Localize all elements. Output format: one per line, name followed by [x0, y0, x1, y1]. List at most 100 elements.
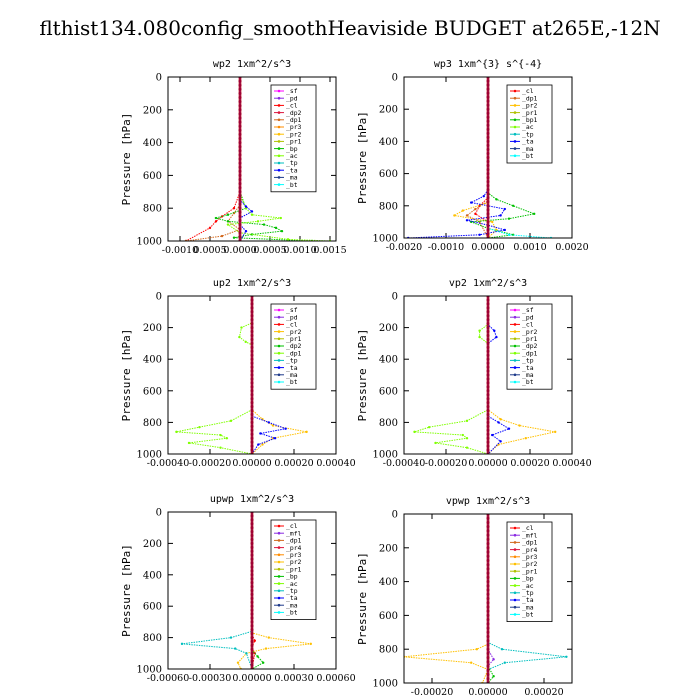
zero-profile-marker: [486, 322, 490, 326]
zero-profile-marker: [238, 219, 242, 222]
zero-profile-marker: [238, 182, 242, 186]
legend-marker: [513, 132, 517, 136]
series-line: [466, 77, 489, 238]
zero-profile-marker: [486, 156, 490, 159]
x-tick-label: -0.00040: [147, 458, 190, 469]
x-tick-label: 0.0005: [253, 245, 286, 256]
zero-profile-marker: [486, 613, 490, 617]
legend-label: _dp1: [286, 349, 302, 357]
legend-label: _mfl: [522, 531, 538, 539]
zero-profile-marker: [486, 567, 490, 571]
zero-profile-marker: [486, 550, 490, 554]
zero-profile-marker: [486, 554, 490, 558]
chart-title: wp2 1xm^2/s^3: [213, 59, 291, 70]
zero-profile-marker: [486, 83, 490, 87]
x-tick-label: -0.00020: [425, 458, 468, 469]
chart-panel-1: wp3 1xm^{3} s^{-4} Pressure [hPa] 0 200 400 6…: [356, 59, 589, 253]
zero-profile-marker: [250, 624, 254, 628]
legend-marker: [513, 351, 517, 355]
legend-marker: [513, 154, 517, 158]
zero-profile-marker: [250, 647, 254, 651]
legend-label: _sf: [286, 87, 298, 95]
legend-marker: [513, 89, 517, 93]
zero-profile-marker: [486, 542, 490, 546]
legend-label: _ma: [286, 174, 298, 182]
y-tick-label: 1000: [137, 237, 162, 248]
zero-profile-marker: [250, 420, 254, 424]
zero-profile-marker: [238, 227, 242, 231]
x-tick-label: 0.00000: [232, 458, 271, 469]
zero-profile-marker: [486, 525, 490, 529]
series-line: [408, 77, 506, 238]
x-tick-label: -0.0010: [162, 245, 198, 256]
legend-marker: [277, 315, 281, 319]
zero-profile-marker: [250, 604, 254, 608]
zero-profile-marker: [238, 120, 242, 124]
legend-marker: [277, 546, 281, 549]
legend: _sf_pd_cl_pr2_pr1_dp2_dp1_tp_ta_ma_bt: [270, 303, 317, 390]
zero-profile-marker: [250, 632, 254, 636]
zero-profile-marker: [486, 212, 490, 216]
legend-label: _tp: [286, 587, 298, 595]
legend-marker: [513, 548, 517, 551]
zero-profile-marker: [250, 620, 254, 624]
legend-label: _dp1: [286, 537, 302, 545]
data-point: [245, 652, 248, 655]
data-point: [482, 194, 485, 198]
y-axis-label: Pressure [hPa]: [356, 552, 369, 645]
y-tick-label: 800: [379, 645, 398, 656]
legend-label: _dp2: [522, 342, 538, 350]
x-tick-label: 0.0010: [283, 245, 316, 256]
legend-marker: [513, 118, 517, 122]
y-tick-label: 800: [143, 204, 162, 215]
legend-label: _pr2: [522, 102, 538, 110]
series-line: [237, 512, 311, 669]
data-point: [286, 238, 290, 241]
data-point: [499, 440, 502, 443]
legend-label: _pr1: [286, 565, 302, 573]
zero-profile-marker: [486, 176, 490, 180]
series-line: [185, 77, 241, 241]
zero-profile-marker: [250, 416, 254, 420]
zero-profile-marker: [238, 100, 242, 104]
zero-profile-marker: [250, 322, 254, 326]
legend-marker: [513, 562, 517, 566]
legend-marker: [277, 373, 281, 377]
legend-marker: [513, 533, 517, 537]
data-point: [503, 661, 506, 664]
data-point: [208, 226, 212, 230]
data-point: [256, 655, 259, 658]
data-point: [474, 207, 477, 211]
y-tick-label: 600: [143, 602, 162, 613]
zero-profile-marker: [486, 337, 490, 341]
legend-label: _ma: [522, 371, 534, 379]
zero-profile-marker: [250, 436, 254, 440]
zero-profile-marker: [250, 651, 254, 655]
zero-profile-marker: [238, 165, 242, 169]
legend-marker: [513, 140, 517, 143]
zero-profile-marker: [486, 180, 490, 184]
legend-marker: [513, 613, 517, 616]
y-axis-label: Pressure [hPa]: [356, 329, 369, 422]
plot-frame: [403, 513, 573, 684]
legend-marker: [277, 154, 281, 158]
zero-profile-marker: [486, 314, 490, 318]
legend-marker: [277, 147, 281, 150]
zero-profile-marker: [486, 310, 490, 314]
y-tick-label: 400: [143, 355, 162, 366]
legend-label: _cl: [522, 87, 534, 95]
zero-profile-marker: [250, 537, 254, 541]
data-point: [180, 642, 184, 646]
x-tick-label: 0.00000: [468, 687, 507, 698]
zero-profile-marker: [486, 111, 490, 115]
legend-marker: [277, 524, 281, 528]
y-tick-label: 800: [143, 633, 162, 644]
zero-profile-marker: [486, 172, 490, 176]
zero-profile-marker: [486, 563, 490, 567]
y-tick-label: 400: [143, 570, 162, 581]
series-group: [404, 514, 568, 683]
y-tick-label: 1000: [137, 450, 162, 461]
series-line: [414, 296, 489, 454]
legend-marker: [513, 330, 517, 333]
legend-marker: [277, 132, 281, 136]
